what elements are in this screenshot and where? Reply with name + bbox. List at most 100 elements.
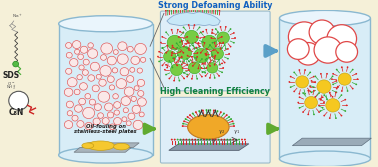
Ellipse shape <box>311 80 312 82</box>
Ellipse shape <box>171 54 173 56</box>
Ellipse shape <box>218 9 220 11</box>
Ellipse shape <box>131 96 136 101</box>
Ellipse shape <box>77 75 82 80</box>
Ellipse shape <box>191 56 193 58</box>
Ellipse shape <box>224 62 226 63</box>
Ellipse shape <box>357 78 358 80</box>
Ellipse shape <box>204 7 206 9</box>
Ellipse shape <box>323 94 325 96</box>
Ellipse shape <box>73 41 81 49</box>
Ellipse shape <box>107 76 114 82</box>
Ellipse shape <box>171 29 173 31</box>
Ellipse shape <box>196 47 198 49</box>
Ellipse shape <box>319 99 321 101</box>
Ellipse shape <box>194 48 195 50</box>
Ellipse shape <box>192 113 194 114</box>
Ellipse shape <box>195 111 197 113</box>
Ellipse shape <box>109 124 116 130</box>
Ellipse shape <box>317 80 331 93</box>
Ellipse shape <box>183 139 184 140</box>
Ellipse shape <box>188 62 201 74</box>
Ellipse shape <box>214 64 215 66</box>
Ellipse shape <box>338 73 351 85</box>
Ellipse shape <box>202 110 204 111</box>
Ellipse shape <box>158 51 160 53</box>
Ellipse shape <box>186 47 188 49</box>
Ellipse shape <box>137 68 143 73</box>
Ellipse shape <box>177 139 179 140</box>
Ellipse shape <box>172 45 174 46</box>
Ellipse shape <box>192 61 194 63</box>
Ellipse shape <box>170 9 172 10</box>
Ellipse shape <box>331 78 333 80</box>
Ellipse shape <box>192 45 194 46</box>
Ellipse shape <box>120 68 129 76</box>
FancyBboxPatch shape <box>160 11 270 91</box>
FancyBboxPatch shape <box>160 97 270 163</box>
Ellipse shape <box>290 86 291 88</box>
Ellipse shape <box>188 60 190 62</box>
Ellipse shape <box>355 84 357 85</box>
Ellipse shape <box>208 7 209 9</box>
Ellipse shape <box>161 47 163 49</box>
Polygon shape <box>279 18 370 159</box>
Ellipse shape <box>184 30 198 43</box>
Ellipse shape <box>176 47 178 49</box>
Ellipse shape <box>302 92 304 94</box>
Ellipse shape <box>217 9 218 11</box>
Ellipse shape <box>322 107 324 109</box>
Ellipse shape <box>195 6 196 8</box>
Ellipse shape <box>227 48 229 50</box>
Ellipse shape <box>202 7 204 8</box>
Ellipse shape <box>206 139 208 140</box>
Ellipse shape <box>90 62 99 71</box>
Ellipse shape <box>177 29 179 31</box>
Ellipse shape <box>183 46 184 47</box>
Ellipse shape <box>114 118 121 125</box>
Ellipse shape <box>296 76 309 88</box>
Ellipse shape <box>221 47 223 49</box>
Ellipse shape <box>299 93 300 95</box>
Ellipse shape <box>313 114 315 115</box>
Ellipse shape <box>85 94 91 99</box>
Ellipse shape <box>13 61 19 67</box>
Ellipse shape <box>176 64 178 66</box>
Ellipse shape <box>200 6 202 8</box>
Ellipse shape <box>293 91 295 92</box>
Ellipse shape <box>183 72 185 74</box>
Ellipse shape <box>186 64 188 66</box>
Ellipse shape <box>116 79 127 89</box>
Ellipse shape <box>201 62 203 64</box>
Ellipse shape <box>191 139 193 140</box>
Ellipse shape <box>171 139 173 140</box>
Ellipse shape <box>201 67 202 69</box>
Ellipse shape <box>138 91 144 96</box>
Ellipse shape <box>165 10 167 12</box>
Ellipse shape <box>70 59 78 66</box>
Ellipse shape <box>113 143 129 150</box>
Ellipse shape <box>135 43 146 54</box>
Ellipse shape <box>186 58 188 60</box>
Ellipse shape <box>188 42 189 43</box>
Ellipse shape <box>59 16 153 32</box>
Ellipse shape <box>232 139 234 140</box>
Ellipse shape <box>79 98 85 105</box>
Ellipse shape <box>199 46 200 47</box>
Ellipse shape <box>189 114 191 116</box>
Ellipse shape <box>187 115 229 139</box>
Ellipse shape <box>74 49 80 54</box>
Ellipse shape <box>226 114 228 116</box>
Ellipse shape <box>118 42 127 51</box>
Ellipse shape <box>132 105 141 113</box>
Ellipse shape <box>209 109 211 111</box>
Ellipse shape <box>200 52 201 54</box>
Ellipse shape <box>173 58 175 60</box>
Ellipse shape <box>336 92 337 93</box>
Ellipse shape <box>238 139 240 140</box>
Ellipse shape <box>197 52 198 54</box>
Ellipse shape <box>230 118 232 120</box>
Ellipse shape <box>326 99 340 112</box>
Ellipse shape <box>220 26 222 28</box>
Ellipse shape <box>191 6 192 8</box>
Ellipse shape <box>323 102 325 103</box>
